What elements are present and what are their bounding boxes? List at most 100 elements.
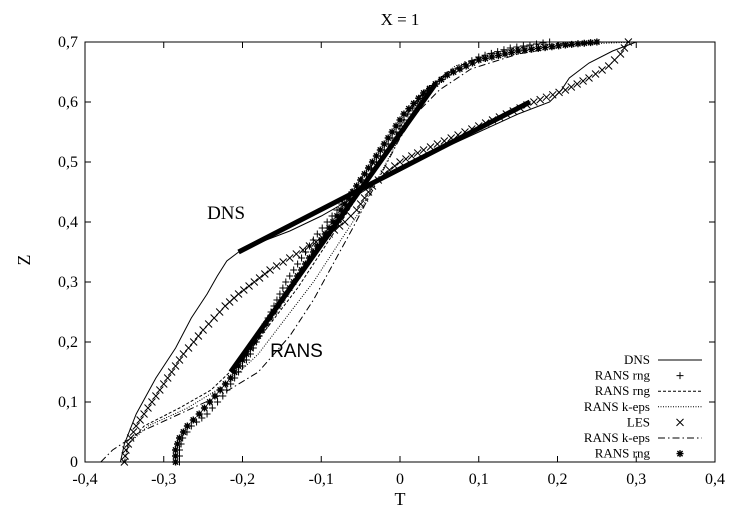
star-marker (555, 42, 563, 50)
star-marker (372, 152, 380, 160)
star-marker (337, 206, 345, 214)
cross-marker (239, 286, 248, 294)
star-marker (392, 122, 400, 130)
x-tick-label: 0,2 (548, 471, 568, 488)
star-marker (195, 410, 203, 418)
star-marker (341, 200, 349, 208)
star-marker (521, 46, 529, 54)
legend-label: RANS rng (595, 368, 651, 383)
cross-marker (624, 38, 633, 46)
star-marker (405, 105, 413, 113)
cross-marker (561, 86, 570, 94)
star-marker (501, 50, 509, 58)
cross-marker (585, 74, 593, 82)
series-2 (123, 41, 597, 463)
cross-marker (413, 149, 422, 157)
cross-marker (167, 368, 176, 376)
star-marker (508, 49, 516, 56)
fit-line (228, 82, 438, 374)
star-marker (587, 39, 595, 47)
star-marker (676, 450, 684, 458)
cross-marker (175, 356, 184, 364)
star-marker (216, 386, 224, 394)
cross-marker (407, 152, 416, 160)
legend-label: RANS k-eps (584, 430, 650, 445)
plus-marker (286, 272, 294, 280)
cross-marker (579, 77, 587, 85)
x-axis-label: T (395, 489, 406, 508)
legend-label: RANS rng (595, 383, 651, 398)
cross-marker (620, 44, 629, 52)
cross-marker (179, 350, 188, 358)
cross-marker (536, 95, 545, 104)
star-marker (321, 230, 329, 238)
cross-marker (285, 254, 294, 262)
x-tick-label: -0,2 (230, 471, 255, 488)
series-0 (119, 41, 637, 463)
cross-marker (148, 398, 156, 406)
x-tick-label: -0,1 (309, 471, 334, 488)
star-marker (396, 116, 404, 124)
cross-marker (396, 158, 404, 166)
cross-marker (305, 242, 314, 250)
y-tick-label: 0,5 (58, 154, 78, 171)
cross-marker (419, 146, 428, 154)
y-tick-label: 0,7 (58, 34, 78, 51)
series-5 (100, 41, 605, 463)
plus-marker (323, 218, 331, 226)
star-marker (361, 170, 369, 178)
star-marker (174, 440, 182, 448)
plus-marker (279, 284, 287, 292)
star-marker (456, 65, 464, 73)
cross-marker (346, 212, 355, 220)
plus-marker (276, 290, 284, 298)
cross-marker (163, 374, 172, 382)
cross-marker (555, 88, 563, 97)
star-marker (329, 218, 337, 226)
star-marker (568, 40, 576, 48)
star-marker (200, 404, 208, 412)
star-marker (548, 43, 556, 51)
cross-marker (266, 266, 274, 274)
plus-marker (208, 404, 216, 412)
star-marker (437, 76, 445, 83)
star-marker (231, 368, 239, 376)
star-marker (494, 52, 502, 59)
chart-title: X = 1 (381, 10, 420, 29)
y-tick-label: 0,6 (58, 94, 78, 111)
plus-marker (313, 230, 321, 238)
star-marker (561, 41, 569, 49)
cross-marker (184, 344, 193, 352)
cross-marker (245, 282, 253, 290)
star-marker (528, 45, 536, 53)
star-marker (443, 71, 451, 79)
star-marker (368, 158, 376, 166)
cross-marker (255, 274, 264, 282)
series-4 (120, 38, 633, 466)
plus-marker (294, 260, 302, 268)
star-marker (211, 392, 219, 400)
star-marker (420, 89, 428, 97)
y-axis-label: Z (14, 255, 34, 266)
series-line (123, 41, 637, 463)
cross-marker (573, 80, 582, 88)
cross-marker (292, 250, 301, 258)
y-tick-label: 0,2 (58, 334, 78, 351)
star-marker (365, 164, 372, 172)
cross-marker (136, 416, 144, 424)
star-marker (317, 236, 325, 244)
cross-marker (548, 90, 557, 99)
x-tick-label: 0 (396, 471, 404, 488)
cross-marker (360, 194, 369, 202)
x-tick-label: -0,4 (72, 471, 97, 488)
cross-marker (234, 290, 243, 298)
cross-marker (341, 218, 349, 226)
fit-line (237, 99, 532, 255)
cross-marker (171, 362, 180, 370)
annotation-label: RANS (270, 341, 323, 362)
cross-marker (356, 200, 365, 208)
cross-marker (272, 262, 281, 270)
